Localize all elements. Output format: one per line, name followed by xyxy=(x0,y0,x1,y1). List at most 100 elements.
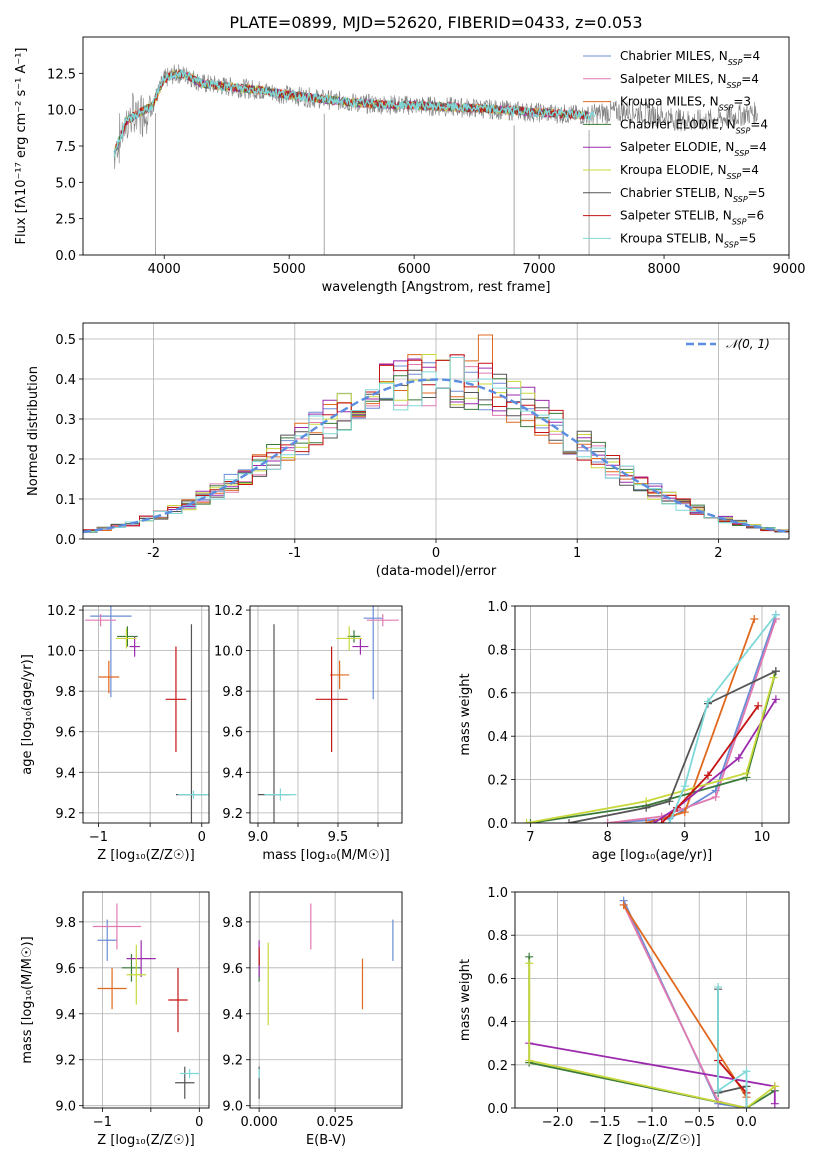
model-fit-kroupa-miles xyxy=(113,71,590,158)
series-marker xyxy=(742,1067,751,1076)
y-tick-label: 9.6 xyxy=(222,962,243,977)
series-kroupa-stelib xyxy=(665,610,780,823)
x-axis-label: E(B-V) xyxy=(306,1133,346,1148)
residual-histogram xyxy=(83,369,789,533)
plot-area xyxy=(258,606,399,823)
y-tick-label: 9.2 xyxy=(222,807,243,822)
data-point-kroupa-miles xyxy=(330,660,350,690)
y-tick-label: 9.0 xyxy=(222,1100,243,1115)
x-tick-label: −1 xyxy=(93,1115,112,1130)
y-tick-label: 9.6 xyxy=(222,726,243,741)
x-tick-label: -1 xyxy=(288,546,301,561)
series-marker xyxy=(525,959,534,968)
plot-area xyxy=(522,610,780,823)
series-marker xyxy=(711,792,720,801)
data-point-salpeter-stelib xyxy=(168,967,188,1033)
y-axis-label: age [log₁₀(age/yr)] xyxy=(20,654,35,775)
x-axis-label: Z [log₁₀(Z/Z☉)] xyxy=(97,1133,194,1148)
x-tick-label: 9000 xyxy=(772,262,805,277)
y-tick-label: 10.2 xyxy=(214,604,243,619)
model-fit-kroupa-elodie xyxy=(113,69,590,158)
data-point-kroupa-elodie xyxy=(126,944,146,1005)
y-tick-label: 10.0 xyxy=(47,104,76,119)
axes-frame xyxy=(82,322,790,540)
x-tick-label: 2 xyxy=(714,546,722,561)
y-tick-label: 0.6 xyxy=(487,687,508,702)
series-marker xyxy=(771,610,780,619)
data-point-kroupa-elodie xyxy=(116,628,137,649)
y-tick-label: 9.2 xyxy=(55,1054,76,1069)
y-tick-label: 0.4 xyxy=(487,730,508,745)
series-marker xyxy=(714,1086,723,1095)
y-tick-label: 9.4 xyxy=(222,766,243,781)
series-salpeter-stelib xyxy=(657,701,763,823)
y-tick-label: 0.0 xyxy=(55,249,76,264)
series-chabrier-stelib xyxy=(565,667,780,823)
y-axis-label: Normed distribution xyxy=(26,366,41,496)
x-axis-label: Z [log₁₀(Z/Z☉)] xyxy=(97,848,194,863)
x-tick-label: 4000 xyxy=(148,262,181,277)
legend-label: Chabrier MILES, NSSP=4 xyxy=(620,49,760,67)
y-tick-label: 5.0 xyxy=(55,176,76,191)
age-vs-mass-panel: 9.0 9.5 9.2 9.4 9.6 9.8 10.0 10.2 mass [log₁₀(M/… xyxy=(214,604,403,863)
legend-label: Kroupa STELIB, NSSP=5 xyxy=(620,231,756,249)
x-tick-label: 0 xyxy=(195,1115,203,1130)
series-marker xyxy=(565,819,574,823)
y-tick-label: 0.2 xyxy=(55,453,76,468)
series-marker xyxy=(742,1104,751,1108)
x-tick-label: 7 xyxy=(526,830,534,845)
data-point-chabrier-miles xyxy=(363,606,383,700)
weight-vs-age-panel: 7 8 9 10 0.0 0.2 0.4 0.6 0.8 1.0 age [log₁₀(age/yr… xyxy=(458,600,790,863)
y-tick-label: 9.8 xyxy=(55,685,76,700)
y-tick-label: 9.6 xyxy=(55,962,76,977)
model-fit-salpeter-miles xyxy=(113,68,590,156)
x-axis-label: (data-model)/error xyxy=(376,564,497,579)
y-tick-label: 9.8 xyxy=(222,916,243,931)
series-marker xyxy=(714,983,723,992)
data-point-kroupa-elodie xyxy=(336,626,362,651)
series-marker xyxy=(771,695,780,704)
y-tick-label: 0.0 xyxy=(487,817,508,832)
y-tick-label: 9.2 xyxy=(222,1054,243,1069)
series-marker xyxy=(657,819,666,823)
legend-label: Salpeter ELODIE, NSSP=4 xyxy=(620,140,767,158)
y-tick-label: 9.2 xyxy=(55,807,76,822)
series-salpeter-elodie xyxy=(649,695,780,823)
y-tick-label: 9.4 xyxy=(55,766,76,781)
spectrum-panel: 4000 5000 6000 7000 8000 9000 0.0 2.5 5.0 7.5 10.0… xyxy=(14,36,806,295)
data-point-salpeter-miles xyxy=(92,903,142,950)
x-tick-label: 0.0 xyxy=(736,1115,757,1130)
legend-label: Salpeter MILES, NSSP=4 xyxy=(620,72,759,90)
axes-frame xyxy=(82,605,210,824)
y-axis-label: Flux [fλ10⁻¹⁷ erg cm⁻² s⁻¹ A⁻¹] xyxy=(14,48,29,245)
series-marker xyxy=(665,797,674,806)
y-tick-label: 10.0 xyxy=(214,645,243,660)
y-tick-label: 9.6 xyxy=(55,726,76,741)
plot-area xyxy=(525,896,779,1108)
x-tick-label: 8 xyxy=(603,830,611,845)
x-tick-label: −1.5 xyxy=(589,1115,621,1130)
x-tick-label: 9.5 xyxy=(328,830,349,845)
series-marker xyxy=(603,819,612,823)
y-axis-label: mass [log₁₀(M/M☉)] xyxy=(20,936,35,1063)
data-point-chabrier-miles xyxy=(90,606,132,698)
y-tick-label: 1.0 xyxy=(487,886,508,901)
y-tick-label: 12.5 xyxy=(47,67,76,82)
series-marker xyxy=(665,819,674,823)
x-axis-label: Z [log₁₀(Z/Z☉)] xyxy=(603,1133,700,1148)
model-fit-salpeter-stelib xyxy=(113,69,590,155)
axes-frame xyxy=(514,891,790,1109)
series-marker xyxy=(734,753,743,762)
series-kroupa-stelib xyxy=(714,983,751,1108)
data-point-kroupa-stelib xyxy=(264,788,297,801)
y-tick-label: 0.2 xyxy=(487,1059,508,1074)
weight-vs-metallicity-panel: −2.0 −1.5 −1.0 −0.5 0.0 0.0 0.2 0.4 0.6 0.8 1.0 Z [… xyxy=(458,886,790,1148)
legend-label: Kroupa MILES, NSSP=3 xyxy=(620,95,751,113)
mass-vs-extinction-panel: 0.000 0.025 9.0 9.2 9.4 9.6 9.8 E(B-V) xyxy=(222,891,403,1148)
series-marker xyxy=(522,819,531,823)
y-tick-label: 0.4 xyxy=(487,1016,508,1031)
x-tick-label: 6000 xyxy=(398,262,431,277)
x-tick-label: 0 xyxy=(432,546,440,561)
x-tick-label: 8000 xyxy=(647,262,680,277)
x-tick-label: −1 xyxy=(89,830,108,845)
